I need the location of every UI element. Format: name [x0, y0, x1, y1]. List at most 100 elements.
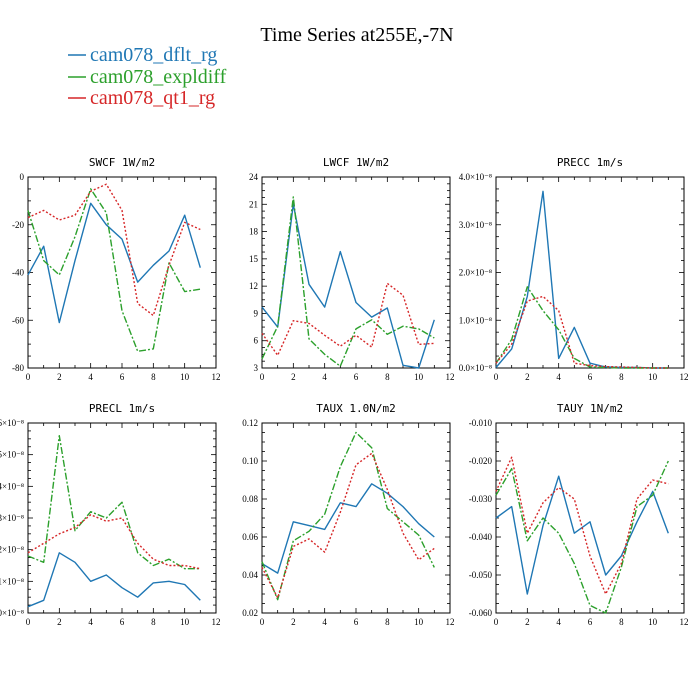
x-tick-label: 6 — [120, 372, 125, 382]
x-tick-label: 4 — [88, 617, 93, 627]
x-tick-label: 10 — [414, 617, 424, 627]
y-tick-label: -0.020 — [469, 456, 493, 466]
y-tick-label: 12 — [249, 281, 258, 291]
panel-title: SWCF 1W/m2 — [89, 156, 155, 169]
y-tick-label: 0.10 — [242, 456, 258, 466]
x-tick-label: 0 — [26, 372, 31, 382]
series-line-1 — [27, 552, 201, 608]
series-line-3 — [27, 183, 201, 317]
series-line-2 — [261, 196, 435, 367]
x-tick-label: 0 — [260, 372, 265, 382]
panel-title: TAUY 1N/m2 — [557, 402, 623, 415]
series-line-3 — [261, 282, 435, 356]
y-tick-label: 0×10⁻⁸ — [0, 608, 24, 618]
y-tick-label: 1.0×10⁻⁸ — [459, 315, 492, 325]
plot-frame — [261, 176, 451, 369]
x-tick-label: 8 — [151, 617, 156, 627]
y-tick-label: 2.0×10⁻⁸ — [459, 268, 492, 278]
legend-label-expldiff: cam078_expldiff — [90, 66, 227, 88]
legend-label-qt1: cam078_qt1_rg — [90, 87, 215, 109]
y-tick-label: 21 — [249, 199, 258, 209]
y-tick-label: -20 — [12, 220, 24, 230]
series-line-1 — [495, 475, 669, 595]
y-tick-label: 6×10⁻⁸ — [0, 418, 24, 428]
y-tick-label: 3 — [254, 363, 259, 373]
x-tick-label: 2 — [291, 617, 296, 627]
x-tick-label: 10 — [648, 372, 658, 382]
x-tick-label: 12 — [212, 617, 221, 627]
y-tick-label: 3×10⁻⁸ — [0, 513, 24, 523]
plot-frame — [495, 422, 685, 614]
series-line-3 — [495, 456, 669, 595]
x-tick-label: 4 — [556, 372, 561, 382]
y-tick-label: -0.060 — [469, 608, 493, 618]
x-tick-label: 12 — [446, 617, 455, 627]
x-tick-label: 4 — [88, 372, 93, 382]
y-tick-label: 0.12 — [242, 418, 258, 428]
x-tick-label: 0 — [494, 372, 499, 382]
legend-item-expldiff: cam078_expldiff — [68, 66, 227, 88]
x-tick-label: 12 — [446, 372, 455, 382]
panel-4: PRECL 1m/s 0 2 4 6 8 10 12 0×10⁻⁸ 1×10⁻⁸ 2×10⁻⁸ 3×1… — [0, 402, 221, 627]
y-tick-label: 18 — [249, 227, 259, 237]
legend-label-dflt: cam078_dflt_rg — [90, 44, 217, 66]
y-tick-label: 1×10⁻⁸ — [0, 576, 24, 586]
x-tick-label: 0 — [260, 617, 265, 627]
y-tick-label: 0.06 — [242, 532, 258, 542]
x-tick-label: 6 — [354, 372, 359, 382]
series-line-2 — [27, 435, 201, 570]
y-tick-label: -40 — [12, 268, 24, 278]
x-tick-label: 8 — [151, 372, 156, 382]
x-tick-label: 10 — [180, 372, 190, 382]
panel-title: PRECL 1m/s — [89, 402, 155, 415]
series-line-1 — [261, 483, 435, 574]
y-tick-label: 0.04 — [242, 570, 258, 580]
x-tick-label: 12 — [680, 617, 689, 627]
y-tick-label: -0.030 — [469, 494, 493, 504]
x-tick-label: 8 — [619, 372, 624, 382]
panel-1: SWCF 1W/m2 0 2 4 6 8 10 12 -80 -60 -40 -20 0 — [12, 156, 221, 382]
series-line-3 — [495, 295, 669, 369]
plot-frame — [27, 422, 217, 614]
x-tick-label: 4 — [322, 617, 327, 627]
series-line-2 — [27, 188, 201, 352]
y-tick-label: 6 — [254, 336, 259, 346]
x-tick-label: 6 — [588, 372, 593, 382]
y-tick-label: 15 — [249, 254, 259, 264]
x-tick-label: 2 — [57, 617, 62, 627]
legend-item-dflt: cam078_dflt_rg — [68, 44, 217, 66]
x-tick-label: 8 — [619, 617, 624, 627]
series-line-1 — [495, 190, 669, 369]
panel-3: PRECC 1m/s 0 2 4 6 8 10 12 0.0×10⁻⁸ 1.0×10⁻⁸ 2.0×1… — [459, 156, 689, 382]
x-tick-label: 2 — [525, 372, 530, 382]
y-tick-label: 4×10⁻⁸ — [0, 481, 24, 491]
y-tick-label: -0.040 — [469, 532, 493, 542]
plot-frame — [495, 176, 685, 369]
plot-frame — [261, 422, 451, 614]
y-tick-label: 0 — [20, 172, 25, 182]
y-tick-label: 4.0×10⁻⁸ — [459, 172, 492, 182]
series-line-3 — [261, 452, 435, 599]
series-line-2 — [261, 431, 435, 601]
panel-5: TAUX 1.0N/m2 0 2 4 6 8 10 12 0.02 0.04 0.06 0.08 0.1… — [242, 402, 454, 627]
y-tick-label: 0.0×10⁻⁸ — [459, 363, 492, 373]
y-tick-label: 0.02 — [242, 608, 258, 618]
y-tick-label: 0.08 — [242, 494, 258, 504]
y-tick-label: 9 — [254, 308, 259, 318]
x-tick-label: 2 — [291, 372, 296, 382]
x-tick-label: 0 — [26, 617, 31, 627]
y-tick-label: -60 — [12, 315, 24, 325]
panels: SWCF 1W/m2 0 2 4 6 8 10 12 -80 -60 -40 -20 0 LWCF 1W/… — [0, 156, 689, 627]
y-tick-label: 3.0×10⁻⁸ — [459, 220, 492, 230]
panel-title: LWCF 1W/m2 — [323, 156, 389, 169]
series-line-2 — [495, 286, 669, 369]
series-line-1 — [261, 203, 435, 369]
x-tick-label: 4 — [556, 617, 561, 627]
panel-title: PRECC 1m/s — [557, 156, 623, 169]
series-line-1 — [27, 202, 201, 324]
y-tick-label: -80 — [12, 363, 24, 373]
x-tick-label: 12 — [680, 372, 689, 382]
legend-item-qt1: cam078_qt1_rg — [68, 87, 215, 109]
